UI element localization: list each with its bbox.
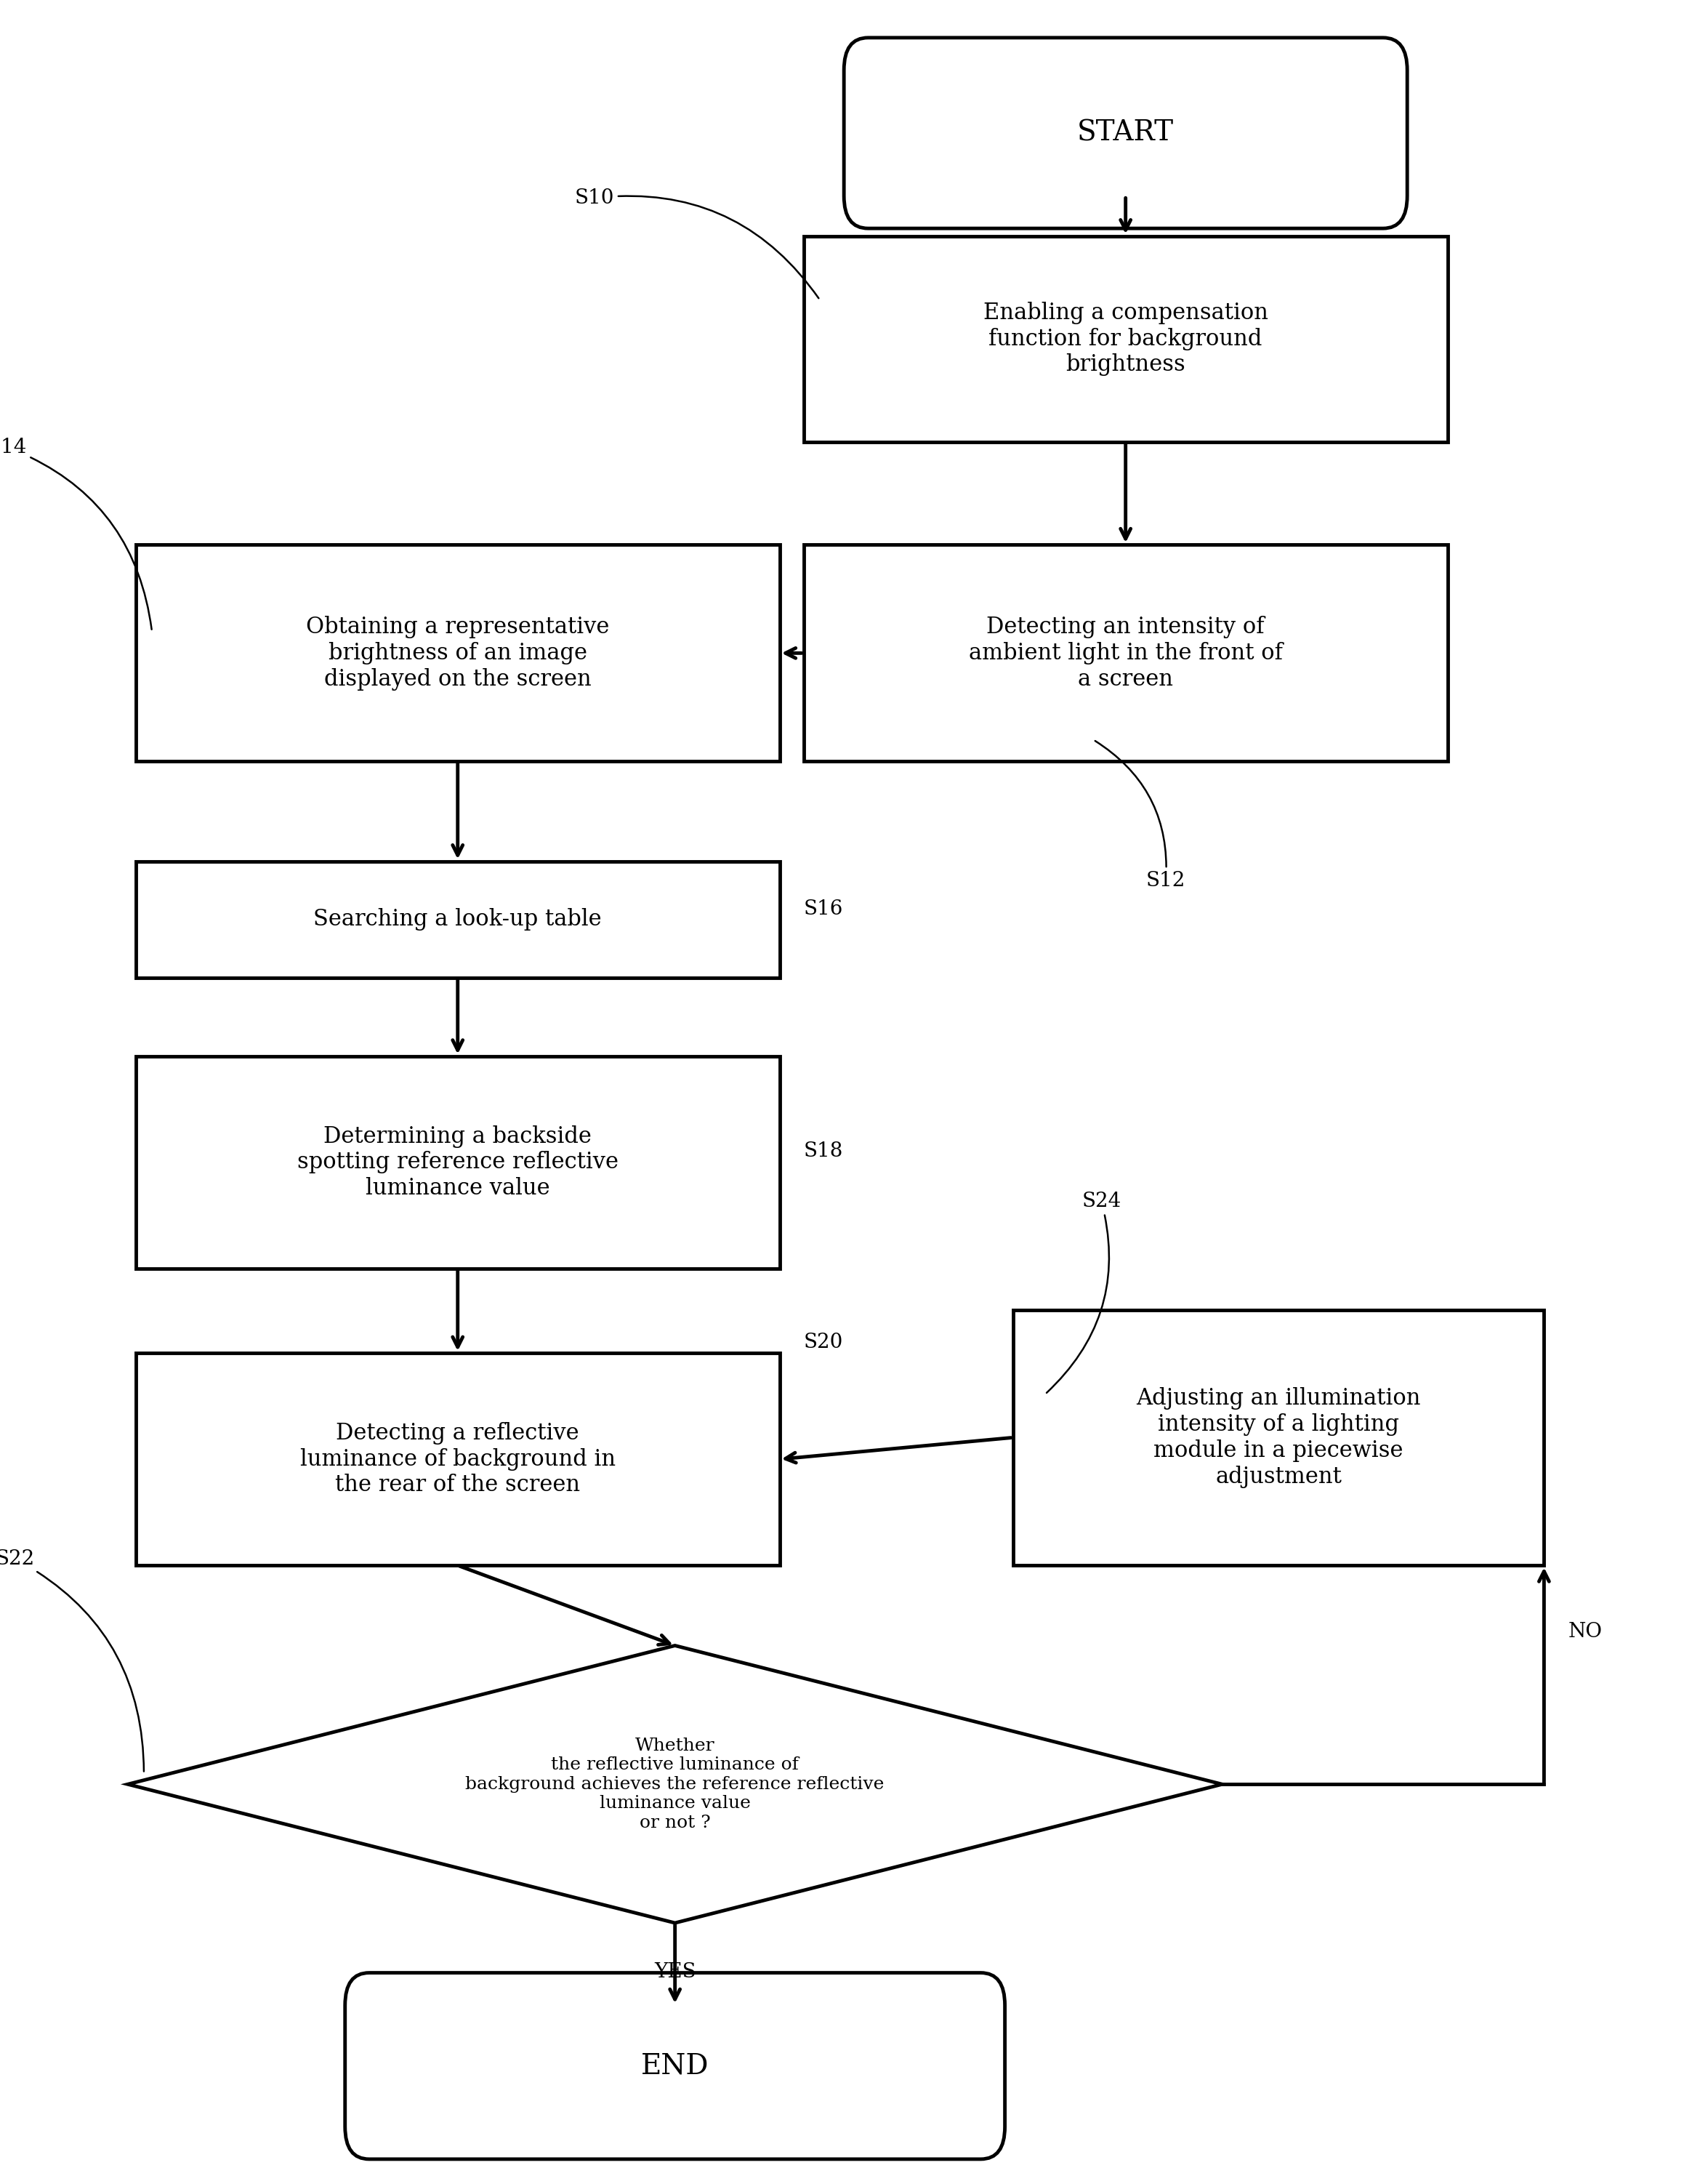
Text: S12: S12 xyxy=(1095,741,1185,891)
Text: S18: S18 xyxy=(804,1141,844,1160)
Text: END: END xyxy=(640,2053,709,2080)
Bar xyxy=(804,237,1447,441)
Bar xyxy=(804,545,1447,761)
FancyBboxPatch shape xyxy=(345,1973,1004,2160)
Text: Obtaining a representative
brightness of an image
displayed on the screen: Obtaining a representative brightness of… xyxy=(306,615,610,691)
Text: NO: NO xyxy=(1568,1621,1602,1641)
Text: Determining a backside
spotting reference reflective
luminance value: Determining a backside spotting referenc… xyxy=(297,1126,618,1199)
Text: S24: S24 xyxy=(1047,1191,1120,1393)
Text: S10: S10 xyxy=(574,189,818,298)
FancyBboxPatch shape xyxy=(844,37,1407,228)
Text: START: START xyxy=(1078,120,1173,146)
Text: S22: S22 xyxy=(0,1549,143,1771)
Text: S14: S14 xyxy=(0,437,152,630)
Text: S16: S16 xyxy=(804,900,844,919)
Bar xyxy=(137,861,779,978)
Polygon shape xyxy=(128,1645,1223,1923)
Text: Adjusting an illumination
intensity of a lighting
module in a piecewise
adjustme: Adjusting an illumination intensity of a… xyxy=(1136,1386,1421,1489)
Bar xyxy=(137,1354,779,1565)
Bar xyxy=(137,1056,779,1269)
Bar xyxy=(137,545,779,761)
Text: Detecting a reflective
luminance of background in
the rear of the screen: Detecting a reflective luminance of back… xyxy=(301,1421,615,1497)
Text: S20: S20 xyxy=(804,1332,844,1352)
Text: Detecting an intensity of
ambient light in the front of
a screen: Detecting an intensity of ambient light … xyxy=(968,615,1283,691)
Text: Whether
the reflective luminance of
background achieves the reference reflective: Whether the reflective luminance of back… xyxy=(466,1736,885,1832)
Text: YES: YES xyxy=(654,1962,695,1982)
Text: Searching a look-up table: Searching a look-up table xyxy=(314,908,601,930)
Text: Enabling a compensation
function for background
brightness: Enabling a compensation function for bac… xyxy=(984,302,1267,376)
Bar xyxy=(1013,1310,1544,1565)
